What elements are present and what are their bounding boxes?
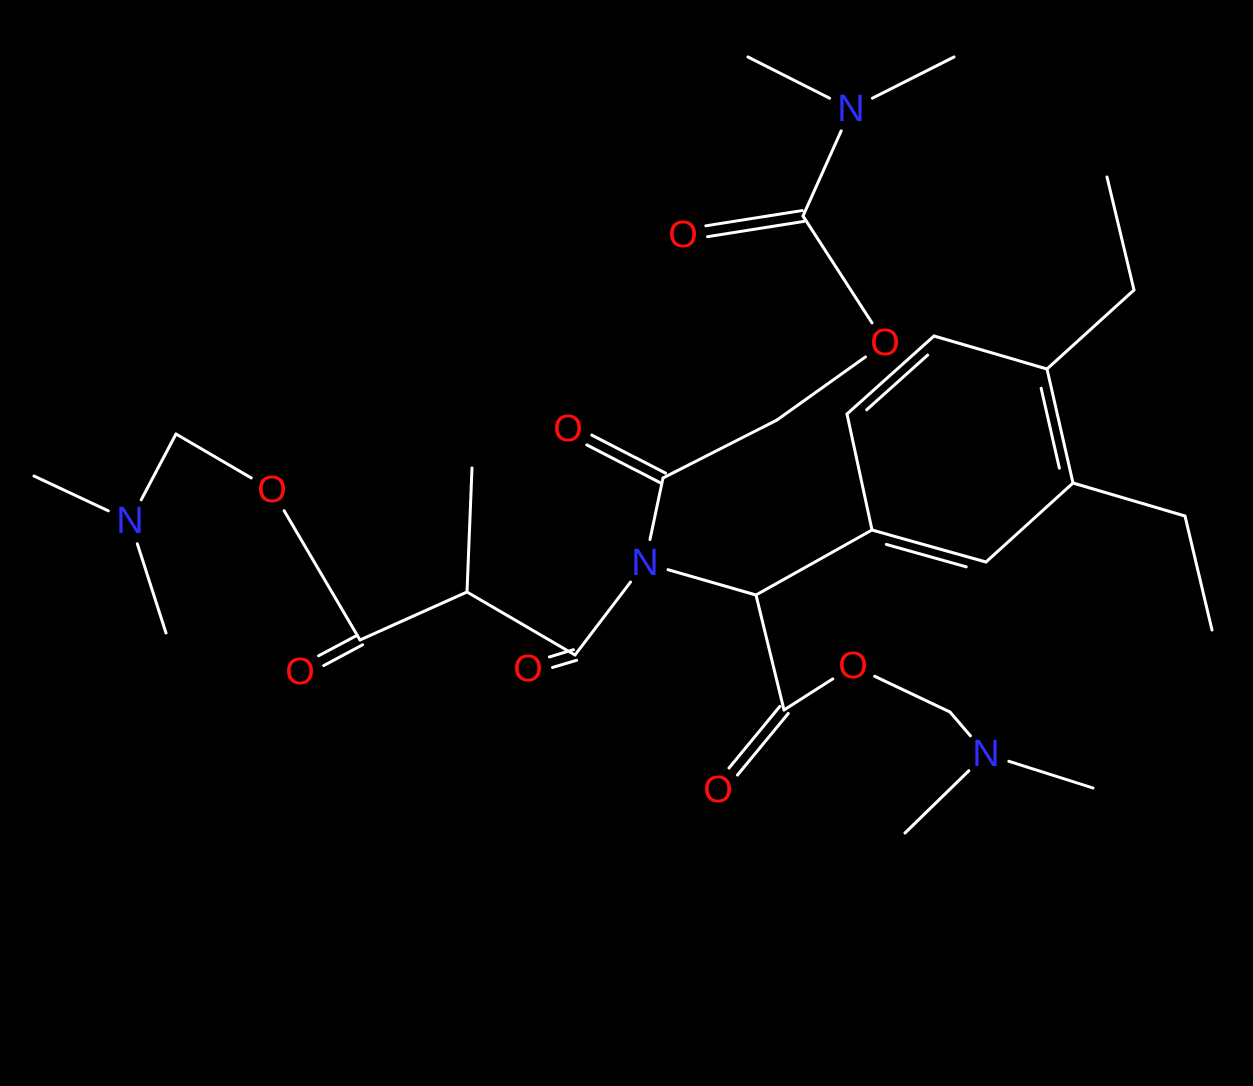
bond [319, 635, 358, 656]
bond [1009, 761, 1093, 788]
bond [284, 511, 360, 640]
molecule-svg: N N N N O O O O O O O O [0, 0, 1253, 1086]
atom-label-o: O [285, 651, 315, 693]
bond [663, 420, 777, 478]
molecule-canvas: N N N N O O O O O O O O [0, 0, 1253, 1086]
bond [748, 57, 830, 98]
bond [729, 706, 780, 767]
atom-label-n: N [116, 500, 143, 542]
atom-label-o: O [838, 645, 868, 687]
bond [1185, 516, 1212, 630]
bond [176, 434, 251, 478]
bond [986, 483, 1073, 562]
bond [1047, 290, 1134, 369]
bond [872, 57, 954, 98]
bond [756, 530, 872, 595]
bond [34, 476, 108, 511]
bond [575, 582, 630, 655]
bond [1107, 177, 1134, 290]
bond [950, 712, 970, 736]
bond [650, 478, 663, 540]
atoms-layer: N N N N O O O O O O O O [108, 87, 1008, 812]
bond [141, 434, 176, 500]
bond [803, 216, 872, 323]
bond-inner [1041, 388, 1059, 468]
bond [784, 679, 833, 710]
bond-inner [886, 544, 966, 566]
atom-label-n: N [972, 733, 999, 775]
bond [1073, 483, 1185, 516]
bond [803, 131, 841, 216]
atom-label-n: N [631, 542, 658, 584]
atom-label-o: O [513, 648, 543, 690]
bond [738, 714, 789, 775]
atom-label-o: O [668, 214, 698, 256]
atom-label-o: O [870, 322, 900, 364]
bond [934, 336, 1047, 369]
bond [324, 645, 363, 666]
bond [756, 595, 784, 710]
bond [467, 592, 575, 655]
bonds-layer [34, 57, 1212, 833]
bond [137, 544, 166, 633]
atom-label-n: N [837, 88, 864, 130]
atom-label-o: O [703, 769, 733, 811]
bond [875, 676, 950, 712]
bond [668, 570, 756, 595]
bond [905, 771, 969, 833]
bond [360, 592, 467, 640]
atom-label-o: O [553, 408, 583, 450]
bond [847, 414, 872, 530]
atom-label-o: O [257, 469, 287, 511]
bond [467, 468, 472, 592]
bond [553, 660, 577, 667]
